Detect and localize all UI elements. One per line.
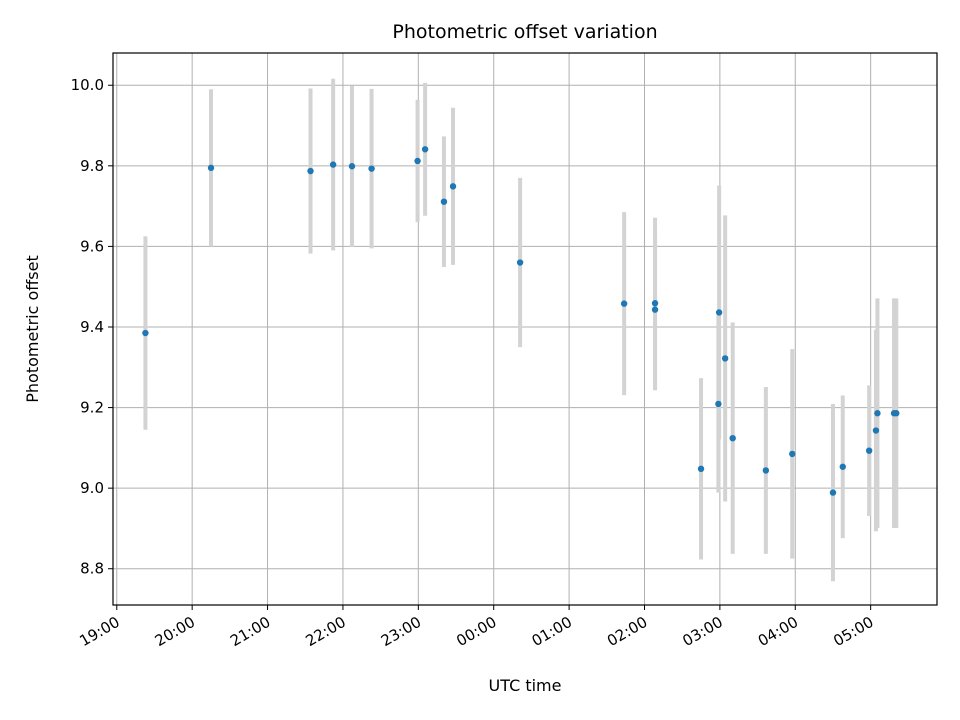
data-points [142, 146, 900, 496]
y-tick-label: 9.8 [80, 157, 104, 175]
data-point [207, 164, 215, 172]
y-axis: 8.8 9.0 9.2 9.4 9.6 9.8 10.0 [71, 76, 113, 578]
data-point [729, 434, 736, 442]
y-tick-label: 9.6 [80, 237, 104, 255]
y-tick-label: 9.2 [80, 399, 104, 417]
data-point [893, 410, 900, 417]
data-point [368, 165, 375, 172]
data-point [874, 410, 881, 417]
data-point [839, 463, 846, 470]
data-point [721, 355, 729, 362]
data-point [865, 447, 873, 454]
y-axis-label: Photometric offset [23, 255, 42, 403]
data-point [620, 300, 628, 307]
y-tick-label: 10.0 [71, 76, 104, 94]
y-tick-label: 9.0 [80, 479, 104, 497]
data-point [142, 329, 149, 337]
plot-frame [112, 52, 938, 606]
data-point [414, 157, 421, 165]
y-tick-label: 9.4 [80, 318, 104, 336]
y-tick-label: 8.8 [80, 560, 104, 578]
data-point [440, 198, 448, 205]
data-point [697, 465, 705, 473]
data-point [516, 259, 524, 266]
data-point [715, 309, 723, 316]
x-axis-label: UTC time [489, 676, 562, 695]
data-point [449, 183, 457, 190]
data-point [651, 300, 659, 307]
data-point [789, 450, 796, 458]
data-point [307, 167, 314, 175]
data-point [348, 163, 356, 170]
data-point [715, 400, 722, 408]
data-point [421, 146, 429, 153]
data-point [762, 467, 770, 474]
data-point [829, 489, 837, 496]
data-point [872, 427, 880, 434]
chart-title: Photometric offset variation [392, 21, 657, 43]
data-point [329, 161, 337, 168]
data-point [651, 306, 659, 313]
